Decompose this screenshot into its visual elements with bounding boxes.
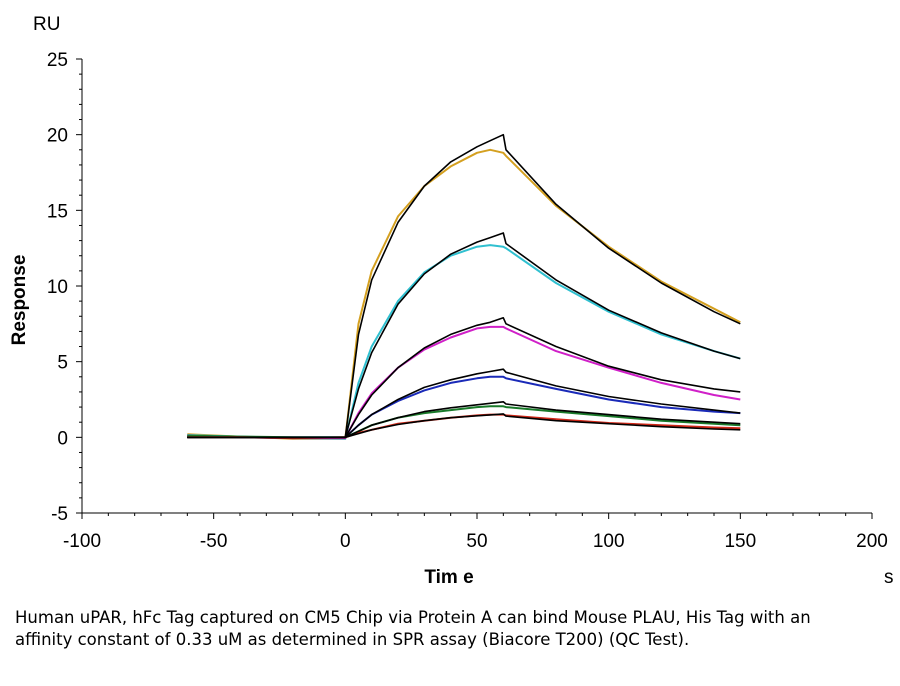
x-tick-label: 50 [466,531,487,552]
y-tick-label: -5 [51,504,68,525]
response-curve-5 [187,405,741,439]
fit-curve-6 [187,413,741,439]
x-tick-label: -100 [63,531,101,552]
figure-caption: Human uPAR, hFc Tag captured on CM5 Chip… [15,608,811,649]
y-tick-label: 5 [57,353,68,374]
fit-curve-2 [187,232,741,439]
x-tick-label: 200 [856,531,888,552]
fit-layer [187,133,741,439]
x-tick-label: 0 [340,531,351,552]
fit-curve-4 [187,368,741,439]
series-layer [187,148,741,440]
y-tick-label: 10 [47,277,68,298]
response-curve-2 [187,244,741,440]
y-axis-title: Response [9,255,30,346]
x-tick-label: 100 [593,531,625,552]
x-tick-label: -50 [200,531,227,552]
response-curve-3 [187,325,741,440]
y-tick-label: 15 [47,201,68,222]
y-tick-label: 25 [47,50,68,71]
x-unit-label: s [884,567,894,588]
fit-curve-5 [187,401,741,439]
x-tick-label: 150 [724,531,756,552]
response-curve-1 [187,148,741,440]
y-tick-label: 20 [47,126,68,147]
y-tick-label: 0 [57,428,68,449]
fit-curve-3 [187,317,741,439]
y-unit-label: RU [33,14,60,35]
fit-curve-1 [187,133,741,439]
x-axis-title: Tim e [424,567,473,588]
